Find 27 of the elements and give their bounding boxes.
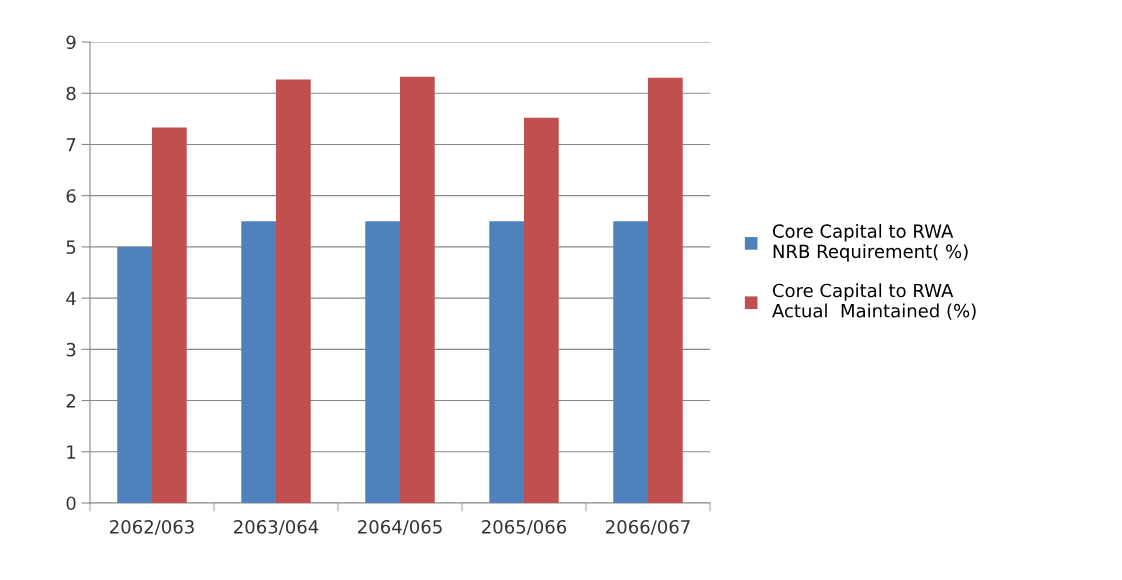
bar	[648, 77, 683, 503]
y-tick-label: 5	[66, 240, 76, 255]
y-tick-label: 4	[66, 291, 76, 305]
y-tick-label: 0	[66, 496, 76, 511]
bar	[365, 221, 400, 503]
bar	[241, 221, 276, 503]
bar	[117, 246, 152, 503]
bar	[489, 221, 524, 503]
x-tick-label: 2066/067	[606, 519, 690, 536]
y-tick-label: 7	[66, 138, 76, 152]
x-tick-label: 2064/065	[358, 519, 442, 536]
x-tick-label: 2062/063	[110, 519, 194, 536]
legend-label: Core Capital to RWA NRB Requirement( %)	[772, 223, 968, 262]
bar	[613, 221, 648, 503]
bar	[524, 117, 559, 503]
y-tick-label: 8	[66, 86, 76, 101]
y-tick-label: 6	[66, 189, 76, 203]
y-tick-label: 2	[66, 394, 75, 408]
y-tick-label: 1	[67, 445, 76, 459]
y-tick-label: 3	[66, 342, 76, 357]
legend-label: Core Capital to RWA Actual Maintained (%)	[772, 283, 976, 320]
bar	[400, 76, 435, 503]
y-tick-label: 9	[66, 35, 76, 50]
bar	[152, 127, 187, 503]
x-tick-label: 2065/066	[482, 519, 567, 536]
x-tick-label: 2063/064	[234, 519, 319, 536]
bar	[276, 79, 311, 503]
